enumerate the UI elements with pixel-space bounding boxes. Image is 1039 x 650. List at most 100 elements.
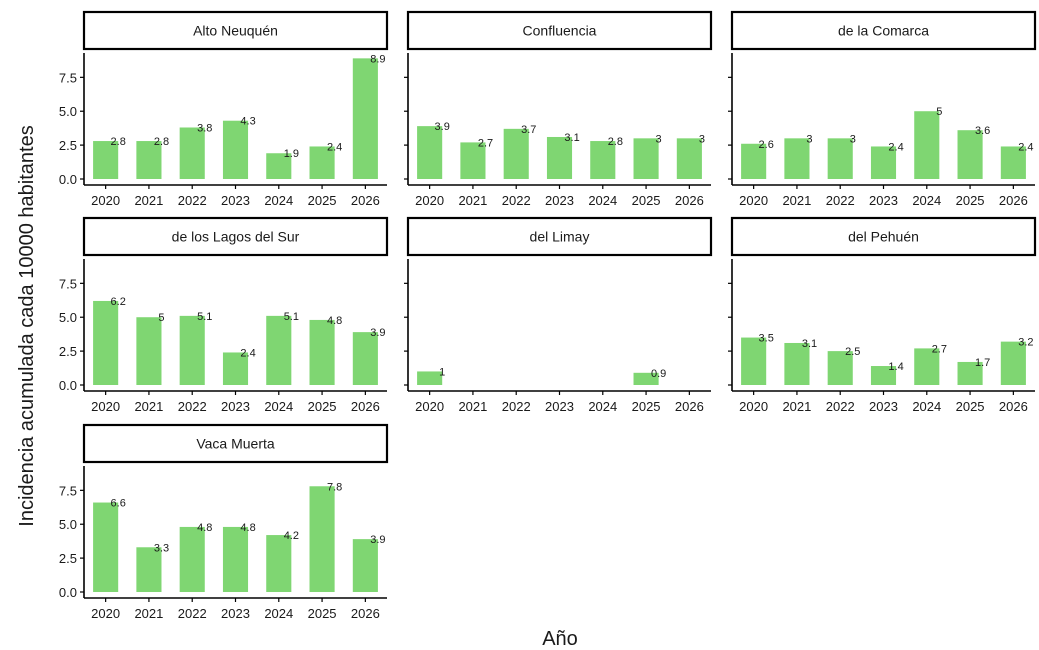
- x-tick-label: 2025: [632, 193, 661, 208]
- y-tick-label: 2.5: [59, 138, 77, 153]
- bar-value-label: 5: [158, 312, 164, 324]
- y-tick-label: 0.0: [59, 585, 77, 600]
- bar-value-label: 1.4: [888, 361, 903, 373]
- bar-value-label: 3.9: [435, 121, 450, 133]
- bar-value-label: 4.8: [197, 522, 212, 534]
- bar: [222, 120, 249, 179]
- bar: [93, 502, 119, 592]
- bar-value-label: 2.4: [327, 141, 342, 153]
- x-tick-label: 2024: [588, 193, 617, 208]
- panel-strip: [730, 216, 1037, 257]
- bar-value-label: 3.9: [370, 534, 385, 546]
- bar: [352, 58, 378, 179]
- bar: [309, 146, 335, 179]
- x-tick-label: 2021: [782, 399, 811, 414]
- bar-value-label: 4.8: [240, 522, 255, 534]
- bar: [741, 143, 767, 179]
- x-tick-label: 2025: [956, 193, 985, 208]
- panel-de-la-comarca: de la Comarca 2020 2.6 2021 3 2022 3 2023 2.4 202…: [728, 10, 1037, 208]
- x-tick-label: 2024: [264, 606, 293, 621]
- y-tick-label: 5.0: [59, 310, 77, 325]
- bar: [93, 141, 119, 179]
- bar: [914, 111, 940, 179]
- x-tick-label: 2024: [912, 193, 941, 208]
- bar-value-label: 3: [699, 133, 705, 145]
- y-tick-label: 7.5: [59, 276, 77, 291]
- x-tick-label: 2023: [869, 193, 898, 208]
- bar-value-label: 2.4: [240, 347, 255, 359]
- panel-de-los-lagos-del-sur: de los Lagos del Sur 0.0 2.5 5.0 7.5 2020 6.2 2…: [59, 216, 389, 414]
- bar-value-label: 3: [850, 133, 856, 145]
- x-axis-title: Año: [542, 628, 578, 650]
- bar-value-label: 3: [656, 133, 662, 145]
- bar: [417, 126, 443, 179]
- bar-value-label: 1.7: [975, 357, 990, 369]
- bar: [590, 141, 616, 179]
- y-tick-label: 2.5: [59, 551, 77, 566]
- x-tick-label: 2025: [308, 399, 337, 414]
- x-tick-label: 2024: [588, 399, 617, 414]
- bar-value-label: 3.5: [759, 333, 774, 345]
- x-tick-label: 2024: [264, 399, 293, 414]
- bar-value-label: 3.6: [975, 125, 990, 137]
- bar: [503, 128, 529, 179]
- bar: [784, 138, 810, 179]
- x-tick-label: 2023: [545, 193, 574, 208]
- bar: [266, 153, 292, 179]
- bar-value-label: 6.2: [111, 296, 126, 308]
- x-tick-label: 2026: [675, 399, 704, 414]
- x-tick-label: 2020: [91, 606, 120, 621]
- bar: [827, 138, 853, 179]
- bar: [546, 136, 573, 179]
- bar: [676, 138, 702, 179]
- bar: [1000, 146, 1026, 179]
- x-tick-label: 2021: [134, 399, 163, 414]
- bar: [179, 315, 205, 385]
- bar-value-label: 2.7: [478, 137, 493, 149]
- x-tick-label: 2022: [178, 193, 207, 208]
- x-tick-label: 2026: [351, 606, 380, 621]
- x-tick-label: 2023: [869, 399, 898, 414]
- bar-value-label: 2.8: [608, 136, 623, 148]
- bar-value-label: 2.5: [845, 346, 860, 358]
- x-tick-label: 2021: [134, 193, 163, 208]
- bar: [93, 300, 119, 385]
- bar: [309, 486, 335, 592]
- bar: [309, 319, 335, 385]
- bar-value-label: 3.1: [564, 132, 579, 144]
- panel-strip: [730, 10, 1037, 51]
- panel-strip: [82, 423, 389, 464]
- bar: [784, 342, 810, 385]
- panel-title: Alto Neuquén: [193, 23, 278, 39]
- panel-title: Confluencia: [523, 23, 597, 39]
- x-tick-label: 2022: [826, 399, 855, 414]
- panel-del-pehuen: del Pehuén 2020 3.5 2021 3.1 2022 2.5 2023 1.4 20…: [728, 216, 1037, 414]
- y-tick-label: 2.5: [59, 344, 77, 359]
- bar: [352, 332, 378, 385]
- x-tick-label: 2025: [956, 399, 985, 414]
- x-tick-label: 2022: [826, 193, 855, 208]
- x-tick-label: 2020: [739, 193, 768, 208]
- bar: [957, 361, 983, 385]
- panel-alto-neuquen: Alto Neuquén 0.0 2.5 5.0 7.5 2020 2.8 2021 2.8 20…: [59, 10, 389, 208]
- bar: [222, 352, 249, 385]
- x-tick-label: 2021: [134, 606, 163, 621]
- bar-value-label: 3: [806, 133, 812, 145]
- x-tick-label: 2022: [178, 399, 207, 414]
- bar: [827, 351, 853, 385]
- bar-value-label: 2.8: [111, 136, 126, 148]
- bar-value-label: 6.6: [111, 498, 126, 510]
- x-tick-label: 2026: [351, 399, 380, 414]
- x-tick-label: 2024: [912, 399, 941, 414]
- bar: [136, 141, 162, 179]
- bar: [222, 526, 249, 592]
- bar-value-label: 3.9: [370, 327, 385, 339]
- x-tick-label: 2020: [415, 193, 444, 208]
- bar: [136, 317, 162, 385]
- x-tick-label: 2021: [458, 399, 487, 414]
- x-tick-label: 2023: [221, 193, 250, 208]
- bar-value-label: 5.1: [197, 311, 212, 323]
- panel-strip: [82, 10, 389, 51]
- x-tick-label: 2023: [221, 399, 250, 414]
